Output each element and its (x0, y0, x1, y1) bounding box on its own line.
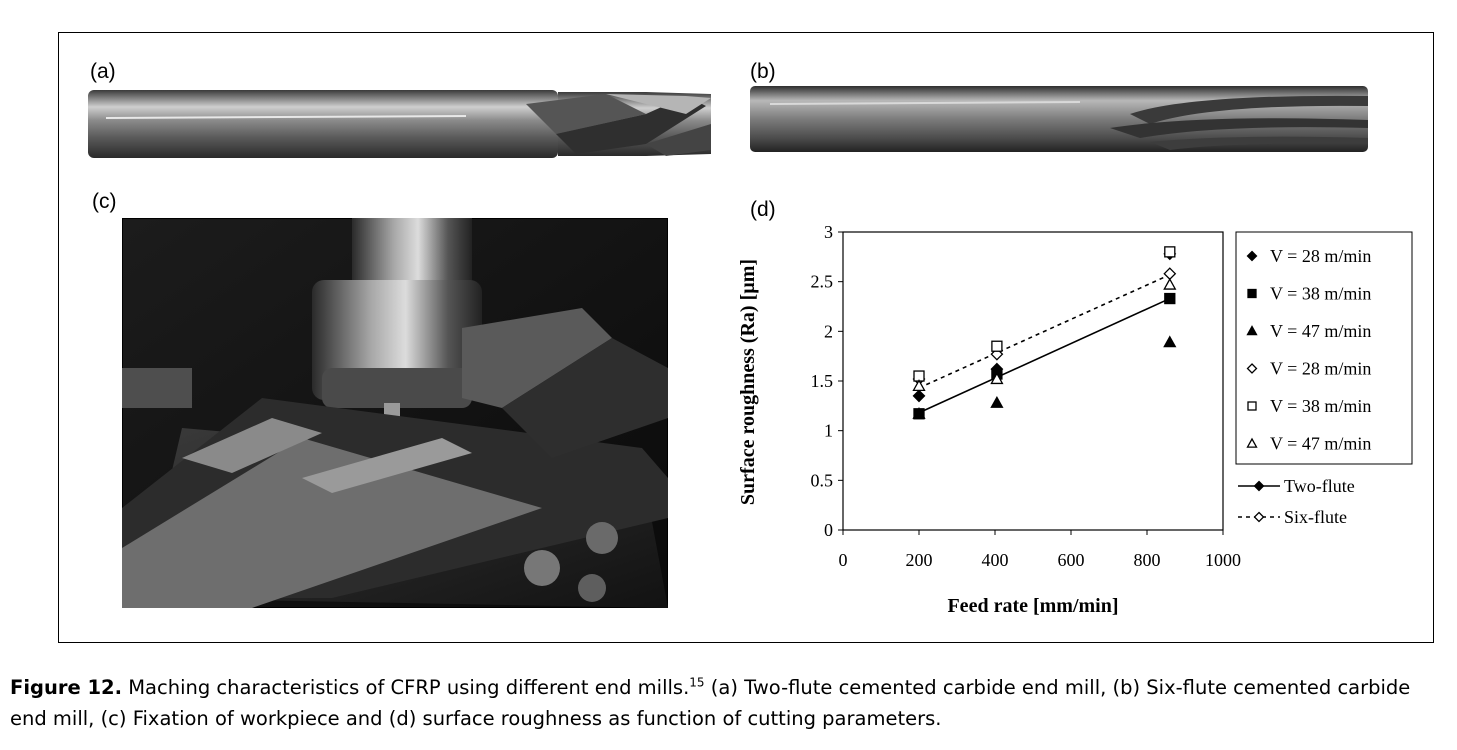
caption-text: Maching characteristics of CFRP using di… (122, 676, 690, 699)
data-point (1246, 325, 1258, 336)
y-tick-label: 0 (824, 520, 833, 540)
y-tick-label: 3 (824, 222, 833, 242)
figure-frame (58, 32, 1434, 643)
workpiece-fixation-photo (122, 218, 668, 608)
legend-entry-label: V = 38 m/min (1270, 284, 1371, 304)
data-point (1246, 363, 1258, 374)
figure-caption: Figure 12. Maching characteristics of CF… (10, 672, 1450, 734)
trendline (918, 273, 1171, 389)
data-point (1253, 480, 1265, 492)
legend-entry-label: V = 28 m/min (1270, 246, 1371, 266)
data-point (912, 389, 926, 403)
x-tick-label: 1000 (1205, 550, 1241, 570)
data-point (912, 379, 926, 392)
legend-trendline-label: Two-flute (1284, 476, 1355, 496)
panel-label-a: (a) (90, 60, 116, 83)
legend-entry-label: V = 47 m/min (1270, 321, 1371, 341)
data-point (1253, 511, 1265, 523)
panel-label-d: (d) (750, 198, 776, 221)
data-point (1163, 267, 1177, 281)
y-tick-label: 2 (824, 321, 833, 341)
y-axis-label: Surface roughness (Ra) [µm] (737, 259, 759, 505)
plot-area-border (842, 231, 1224, 531)
data-point (912, 406, 926, 419)
data-point (1164, 292, 1176, 305)
panel-label-b: (b) (750, 60, 776, 83)
data-point (1246, 250, 1258, 262)
data-point (1247, 401, 1257, 411)
data-point (990, 372, 1004, 385)
six-flute-end-mill-photo (750, 86, 1368, 152)
legend-entry-label: V = 47 m/min (1270, 434, 1371, 454)
x-axis-label: Feed rate [mm/min] (947, 595, 1118, 617)
y-tick-label: 0.5 (811, 470, 834, 490)
legend-trendline-label: Six-flute (1284, 507, 1347, 527)
x-tick-label: 200 (906, 550, 933, 570)
legend-box (1235, 231, 1413, 465)
trendline (918, 297, 1171, 414)
y-tick-label: 2.5 (811, 272, 834, 292)
surface-roughness-chart: 0 0.5 1 1.5 2 2.5 3 0 200 400 600 800 1000 V = 28 m/… (737, 222, 1413, 617)
two-flute-end-mill-photo (88, 90, 711, 158)
y-tick-label: 1 (824, 421, 833, 441)
data-point (1163, 335, 1177, 348)
x-tick-label: 0 (839, 550, 848, 570)
data-point (991, 340, 1003, 352)
caption-reference: 15 (689, 675, 705, 690)
caption-text-continued: (a) Two-flute cemented carbide end mill,… (10, 676, 1411, 730)
y-tick-label: 1.5 (811, 371, 834, 391)
data-point (990, 396, 1004, 408)
x-tick-label: 400 (982, 550, 1009, 570)
data-point (1163, 277, 1177, 290)
x-tick-label: 600 (1058, 550, 1085, 570)
caption-label: Figure 12. (10, 676, 123, 699)
x-tick-label: 800 (1134, 550, 1161, 570)
data-point (1164, 246, 1176, 258)
legend-entry-label: V = 38 m/min (1270, 396, 1371, 416)
panel-label-c: (c) (92, 190, 117, 213)
data-point (1247, 288, 1257, 299)
data-point (1246, 437, 1258, 448)
legend-entry-label: V = 28 m/min (1270, 359, 1371, 379)
